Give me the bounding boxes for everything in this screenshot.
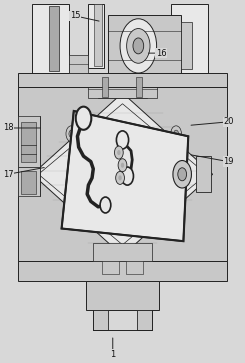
Circle shape: [121, 163, 124, 168]
Circle shape: [76, 107, 91, 130]
Circle shape: [127, 29, 150, 63]
Text: 15: 15: [70, 11, 80, 20]
Circle shape: [171, 126, 182, 142]
Bar: [171, 4, 208, 73]
Bar: [95, 4, 102, 66]
Circle shape: [120, 19, 157, 73]
Bar: [69, 55, 88, 73]
Text: 19: 19: [223, 157, 234, 166]
Circle shape: [121, 167, 134, 185]
Bar: [21, 122, 36, 162]
Bar: [18, 117, 40, 167]
Bar: [86, 281, 159, 310]
Circle shape: [118, 159, 127, 172]
Bar: [102, 77, 108, 97]
Bar: [49, 6, 59, 71]
Circle shape: [66, 207, 77, 223]
Bar: [137, 310, 152, 330]
Text: 20: 20: [223, 117, 234, 126]
Bar: [88, 4, 104, 68]
Text: 18: 18: [3, 123, 13, 132]
Circle shape: [171, 207, 182, 223]
Bar: [32, 4, 69, 73]
Bar: [88, 73, 157, 98]
Circle shape: [118, 175, 122, 180]
Bar: [136, 77, 142, 97]
Circle shape: [173, 160, 191, 188]
Circle shape: [66, 126, 77, 142]
Text: 16: 16: [156, 49, 167, 58]
Circle shape: [117, 150, 121, 155]
Bar: [126, 261, 143, 274]
Circle shape: [174, 130, 179, 137]
Bar: [18, 261, 227, 281]
Circle shape: [100, 197, 111, 213]
Text: 17: 17: [3, 170, 13, 179]
Polygon shape: [32, 93, 213, 256]
Bar: [18, 73, 227, 87]
Circle shape: [69, 211, 74, 219]
Polygon shape: [61, 111, 188, 241]
Bar: [21, 171, 36, 194]
Bar: [18, 87, 227, 261]
Text: 1: 1: [110, 350, 115, 359]
Circle shape: [178, 168, 187, 181]
Circle shape: [174, 211, 179, 219]
Bar: [108, 15, 181, 77]
Circle shape: [116, 131, 129, 149]
Circle shape: [114, 146, 123, 159]
Bar: [196, 156, 211, 192]
Circle shape: [116, 171, 124, 184]
Bar: [181, 23, 192, 69]
Bar: [93, 243, 152, 261]
Circle shape: [133, 38, 144, 54]
Bar: [18, 167, 40, 196]
Circle shape: [69, 130, 74, 137]
Bar: [102, 261, 119, 274]
Bar: [93, 310, 108, 330]
